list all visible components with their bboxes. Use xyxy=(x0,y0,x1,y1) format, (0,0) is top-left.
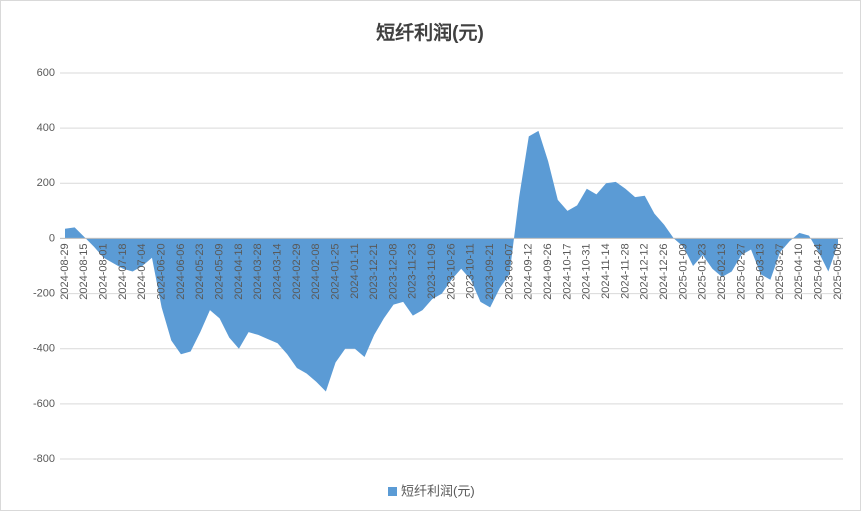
y-tick-label: 200 xyxy=(37,177,55,189)
x-tick-label: 2024-11-14 xyxy=(600,243,612,298)
x-tick-label: 2023-09-07 xyxy=(503,243,515,299)
x-tick-label: 2025-02-13 xyxy=(716,243,728,299)
x-tick-label: 2024-06-06 xyxy=(175,243,187,299)
x-tick-label: 2024-08-29 xyxy=(59,243,71,299)
x-tick-label: 2024-07-18 xyxy=(117,243,129,299)
chart-title: 短纤利润(元) xyxy=(376,21,484,44)
y-tick-label: -600 xyxy=(33,398,55,410)
y-tick-label: -800 xyxy=(33,453,55,465)
x-tick-label: 2024-08-01 xyxy=(98,243,110,299)
x-tick-label: 2024-06-20 xyxy=(156,243,168,299)
legend-label: 短纤利润(元) xyxy=(401,483,475,498)
x-tick-label: 2024-07-04 xyxy=(136,243,148,299)
x-tick-label: 2023-09-21 xyxy=(484,243,496,299)
x-tick-label: 2023-10-26 xyxy=(445,243,457,299)
x-tick-label: 2024-09-12 xyxy=(523,243,535,299)
x-tick-label: 2025-01-09 xyxy=(677,243,689,299)
area xyxy=(65,130,838,392)
legend-swatch xyxy=(388,487,397,496)
x-tick-label: 2025-03-27 xyxy=(774,243,786,299)
x-tick-label: 2024-05-23 xyxy=(194,243,206,299)
y-tick-label: 600 xyxy=(37,67,55,79)
x-tick-label: 2023-11-09 xyxy=(426,243,438,298)
y-tick-label: 0 xyxy=(49,232,55,244)
x-tick-label: 2025-05-08 xyxy=(832,243,844,299)
y-tick-label: -200 xyxy=(33,287,55,299)
x-tick-label: 2024-03-28 xyxy=(252,243,264,299)
x-tick-label: 2023-11-23 xyxy=(407,243,419,298)
x-tick-label: 2024-01-11 xyxy=(349,243,361,298)
x-tick-label: 2023-12-08 xyxy=(387,243,399,299)
x-tick-label: 2024-10-17 xyxy=(561,243,573,299)
x-tick-label: 2024-08-15 xyxy=(78,243,90,299)
x-tick-label: 2024-12-12 xyxy=(639,243,651,299)
x-tick-label: 2025-04-10 xyxy=(793,243,805,299)
x-tick-label: 2024-04-18 xyxy=(233,243,245,299)
x-tick-label: 2024-12-26 xyxy=(658,243,670,299)
x-tick-label: 2024-01-25 xyxy=(329,243,341,299)
x-tick-label: 2025-03-13 xyxy=(755,243,767,299)
x-tick-label: 2025-02-27 xyxy=(735,243,747,299)
x-tick-label: 2024-09-26 xyxy=(542,243,554,299)
x-tick-label: 2024-02-08 xyxy=(310,243,322,299)
x-tick-label: 2024-11-28 xyxy=(619,243,631,298)
x-tick-label: 2025-04-24 xyxy=(813,243,825,299)
x-tick-label: 2024-03-14 xyxy=(271,243,283,299)
x-tick-label: 2024-02-29 xyxy=(291,243,303,299)
x-tick-label: 2023-10-11 xyxy=(465,243,477,298)
y-tick-label: 400 xyxy=(37,122,55,134)
x-tick-label: 2024-10-31 xyxy=(581,243,593,299)
x-tick-label: 2023-12-21 xyxy=(368,243,380,299)
x-tick-label: 2024-05-09 xyxy=(214,243,226,299)
y-tick-label: -400 xyxy=(33,343,55,355)
x-tick-label: 2025-01-23 xyxy=(697,243,709,299)
